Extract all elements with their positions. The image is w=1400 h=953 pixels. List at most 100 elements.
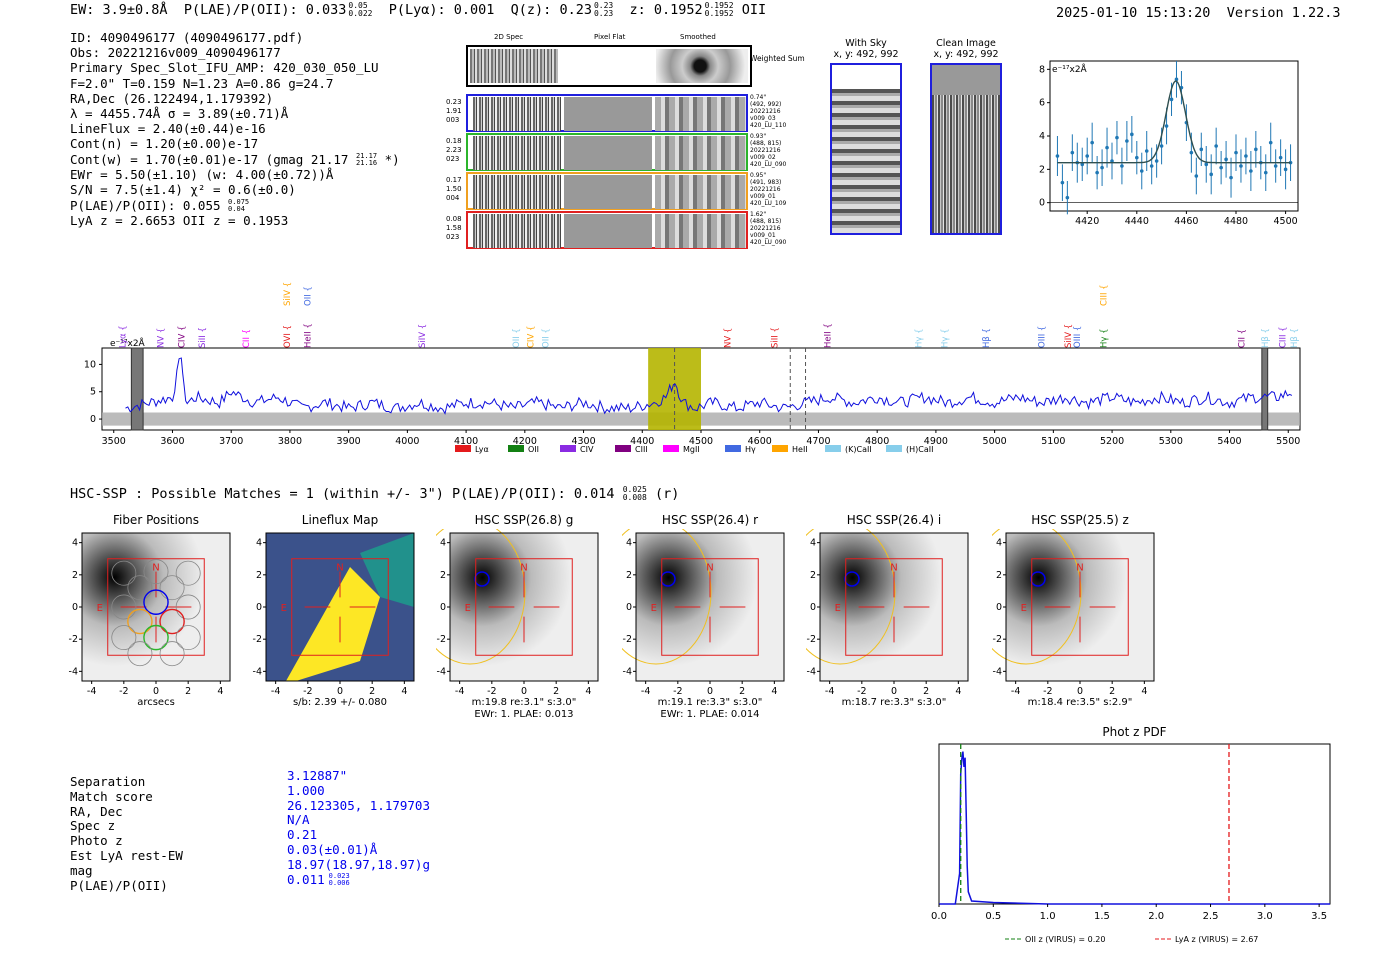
header-z: z: 0.1952 — [629, 2, 703, 18]
hsc-xtick-label: -4 — [455, 686, 464, 697]
fit-point — [1169, 97, 1174, 102]
header-qz-hi: 0.23 — [593, 1, 614, 10]
fit-xtick-label: 4420 — [1075, 216, 1099, 227]
hsc-panel-image: N E -4 -4 -2 -2 0 0 2 2 4 4 — [992, 529, 1155, 697]
hsc-xtick-label: -4 — [271, 686, 280, 697]
hsc-ytick-label: 2 — [256, 570, 262, 581]
spec-legend-swatch — [508, 445, 524, 452]
hsc-panel-caption: m:18.7 re:3.3" s:3.0" — [841, 697, 947, 708]
hsc-panel-image: N E -4 -4 -2 -2 0 0 2 2 4 4 — [806, 529, 969, 697]
info-sn: S/N = 7.5(±1.4) χ² = 0.6(±0.0) — [70, 182, 296, 198]
hsc-north: N — [706, 563, 713, 574]
info-params: F=2.0" T=0.159 N=1.23 A=0.86 g=24.7 — [70, 75, 334, 91]
spec-xtick-label: 5300 — [1159, 436, 1183, 447]
fit-point — [1239, 164, 1243, 168]
info-contw: Cont(w) = 1.70(±0.01)e-17 (gmag 21.17 21… — [70, 151, 400, 168]
hsc-north: N — [336, 563, 343, 574]
header-z-hi: 0.1952 — [704, 1, 734, 10]
hsc-ytick-label: 0 — [996, 602, 1002, 613]
col-pixel-flat: Pixel Flat — [594, 33, 626, 41]
fit-point — [1080, 162, 1085, 167]
cutout-flat — [564, 175, 652, 209]
hsc-ytick-label: -2 — [253, 634, 262, 645]
clean-image — [930, 63, 1002, 235]
match-value: 0.21 — [287, 827, 318, 843]
hsc-east: E — [1021, 603, 1027, 614]
hsc-panel-image: N E -4 -4 -2 -2 0 0 2 2 4 4 — [436, 529, 599, 697]
hsc-ytick-label: -2 — [993, 634, 1002, 645]
match-label: Photo z — [70, 833, 123, 849]
header-ew: EW: 3.9±0.8Å — [70, 2, 168, 18]
spec-line-label: CII { — [242, 329, 252, 348]
col-2d-spec: 2D Spec — [494, 33, 524, 41]
fit-point — [1139, 169, 1144, 173]
spec-legend-label: (H)CaII — [906, 445, 933, 454]
hsc-east: E — [97, 603, 103, 614]
full-spectrum-chart: e⁻¹⁷x2Å 3500 3600 3700 3800 3900 4000 4100 4200 4… — [84, 282, 1301, 454]
version: Version 1.22.3 — [1226, 5, 1341, 21]
match-value: 3.12887" — [287, 768, 348, 783]
match-label: Spec z — [70, 818, 116, 834]
hsc-xtick-label: -4 — [825, 686, 834, 697]
cutout-flat — [564, 214, 652, 248]
spec-line-label: SiIV { — [418, 324, 428, 348]
photz-xtick-label: 3.5 — [1311, 911, 1327, 922]
fit-xtick-label: 4480 — [1224, 216, 1248, 227]
spec-legend-swatch — [615, 445, 631, 452]
spec-xtick-label: 5500 — [1276, 436, 1300, 447]
hsc-panel-title: HSC SSP(26.4) i — [846, 513, 942, 527]
hsc-xtick-label: 0 — [337, 686, 343, 697]
fit-point — [1283, 167, 1288, 172]
fit-point — [1219, 165, 1223, 170]
fit-point — [1229, 175, 1233, 180]
spec-xtick-label: 4700 — [806, 436, 830, 447]
hsc-xtick-label: 0 — [153, 686, 159, 697]
spec-xtick-label: 5100 — [1041, 436, 1065, 447]
hsc-east: E — [835, 603, 841, 614]
hsc-ytick-label: 4 — [810, 538, 816, 549]
spec-legend-swatch — [825, 445, 841, 452]
hsc-ytick-label: -4 — [623, 666, 632, 677]
spec-line-label: SiIV { — [1064, 324, 1074, 348]
spec-line-label: Hβ { — [1290, 328, 1300, 348]
fit-model-curve — [1057, 80, 1291, 164]
hsc-xtick-label: 4 — [771, 686, 777, 697]
fit-point — [1105, 145, 1109, 150]
fit-xtick-label: 4460 — [1174, 216, 1198, 227]
cutout-right-meta: 0.93" (488, 815) 20221216 v009_02 420_LU_090 — [750, 133, 787, 168]
info-id: ID: 4090496177 (4090496177.pdf) — [70, 30, 304, 45]
fit-point — [1199, 147, 1204, 152]
fiber-circle — [143, 589, 169, 615]
hsc-ytick-label: -2 — [623, 634, 632, 645]
match-plae-bounds: 0.023 0.006 — [328, 872, 350, 888]
photz-title: Phot z PDF — [1102, 725, 1166, 739]
fit-ytick-label: 0 — [1039, 198, 1045, 209]
spec-legend-label: HeII — [792, 445, 808, 454]
match-label: Est LyA rest-EW — [70, 847, 183, 863]
hsc-ytick-label: 2 — [72, 570, 78, 581]
hsc-ytick-label: 0 — [810, 602, 816, 613]
fit-point — [1070, 150, 1075, 155]
cutout-2d — [473, 97, 561, 131]
photz-xtick-label: 1.5 — [1094, 911, 1110, 922]
fit-point — [1120, 164, 1124, 168]
cutout-row — [466, 94, 748, 132]
fiber-circle — [159, 608, 185, 635]
hsc-north: N — [890, 563, 897, 574]
spec-xtick-label: 4600 — [748, 436, 772, 447]
hsc-ytick-label: 4 — [996, 538, 1002, 549]
hsc-xtick-label: -2 — [857, 686, 866, 697]
spec-line-label: CIV { — [177, 326, 187, 348]
spec-line-label: OIII { — [1073, 326, 1083, 348]
fit-point — [1273, 164, 1278, 168]
fit-point — [1149, 164, 1154, 168]
spec-line-label: HeII { — [304, 323, 314, 348]
fit-point — [1154, 159, 1159, 163]
hsc-search-box — [845, 558, 943, 656]
timestamp: 2025-01-10 15:13:20 — [1056, 5, 1211, 21]
hsc-search-box — [107, 558, 205, 656]
cutout-2d — [473, 175, 561, 209]
hsc-search-box — [661, 558, 759, 656]
hsc-ytick-label: -2 — [807, 634, 816, 645]
photz-xtick-label: 2.5 — [1203, 911, 1219, 922]
